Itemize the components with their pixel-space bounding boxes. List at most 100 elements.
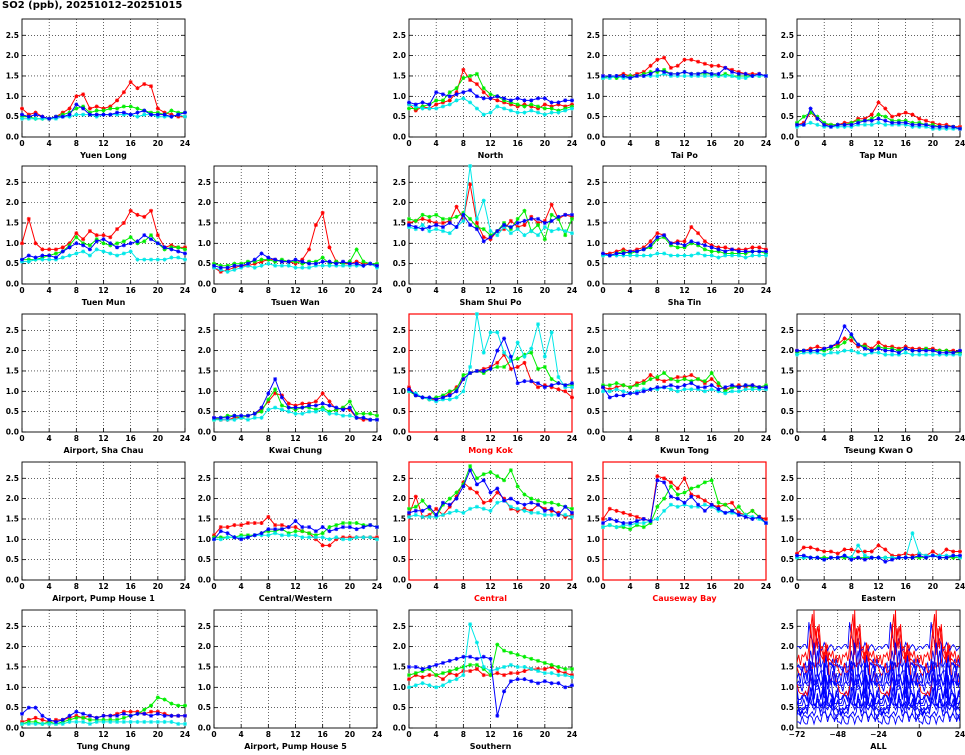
data-point <box>958 352 962 357</box>
x-tick-label: 12 <box>290 730 300 739</box>
x-tick-label: 24 <box>567 434 577 443</box>
data-point <box>764 253 768 258</box>
data-point <box>47 717 52 722</box>
data-point <box>488 233 493 238</box>
data-point <box>481 198 486 203</box>
data-point <box>502 496 507 501</box>
data-point <box>910 122 915 127</box>
data-point <box>876 543 881 548</box>
x-tick-label: 20 <box>540 730 550 739</box>
x-tick-label: 4 <box>239 730 244 739</box>
x-tick-label: 12 <box>98 582 108 591</box>
data-point <box>944 352 949 357</box>
data-point <box>300 535 305 540</box>
data-point <box>53 116 58 121</box>
data-point <box>468 223 473 227</box>
y-tick-label: 2.5 <box>6 178 19 187</box>
data-point <box>542 364 547 369</box>
data-point <box>682 57 687 62</box>
data-point <box>474 368 479 373</box>
data-point <box>750 71 755 76</box>
data-point <box>454 86 459 91</box>
data-point <box>536 104 541 109</box>
data-point <box>522 98 527 103</box>
data-point <box>764 73 768 78</box>
data-point <box>334 405 339 410</box>
data-point <box>951 126 956 131</box>
x-tick-label: 4 <box>628 434 633 443</box>
x-tick-label: 12 <box>98 286 108 295</box>
data-point <box>716 73 721 78</box>
data-point <box>502 364 507 369</box>
y-tick-label: 1.0 <box>6 683 19 692</box>
data-point <box>495 500 500 505</box>
data-point <box>115 98 120 103</box>
data-point <box>634 249 639 254</box>
x-tick-label: 0 <box>211 434 216 443</box>
x-tick-label: 24 <box>372 434 382 443</box>
data-point <box>930 122 935 127</box>
data-point <box>556 512 561 517</box>
data-point <box>702 379 707 384</box>
data-point <box>33 715 38 720</box>
data-point <box>951 549 956 554</box>
data-point <box>702 239 707 244</box>
station-trace <box>797 642 960 688</box>
data-point <box>20 241 24 246</box>
data-point <box>937 348 942 353</box>
data-point <box>183 247 187 252</box>
data-point <box>252 259 257 264</box>
x-tick-label: 8 <box>655 434 660 443</box>
data-point <box>259 407 264 412</box>
x-tick-label: 4 <box>434 434 439 443</box>
data-point <box>883 547 888 552</box>
data-point <box>842 336 847 341</box>
data-point <box>549 106 554 111</box>
x-tick-label: 12 <box>485 582 495 591</box>
data-point <box>135 241 140 246</box>
data-point <box>662 55 667 60</box>
data-point <box>529 510 534 515</box>
data-point <box>542 225 547 230</box>
y-tick-label: 2.5 <box>781 326 794 335</box>
data-point <box>427 664 432 669</box>
data-point <box>81 241 86 246</box>
data-point <box>621 393 626 398</box>
data-point <box>488 673 493 678</box>
data-point <box>307 261 312 266</box>
data-point <box>407 220 411 225</box>
y-tick-label: 1.5 <box>198 662 211 671</box>
data-point <box>709 245 714 250</box>
data-point <box>375 265 379 270</box>
data-point <box>341 413 346 418</box>
data-point <box>757 516 762 521</box>
data-point <box>440 393 445 398</box>
data-point <box>313 407 318 412</box>
x-tick-label: 4 <box>628 286 633 295</box>
data-point <box>621 249 626 254</box>
data-point <box>169 243 174 248</box>
data-point <box>313 259 318 264</box>
data-point <box>121 251 126 256</box>
data-point <box>549 500 554 505</box>
data-point <box>542 667 547 671</box>
data-point <box>621 76 626 80</box>
data-point <box>266 529 271 534</box>
data-point <box>736 510 741 515</box>
data-point <box>822 557 827 562</box>
x-tick-label: 8 <box>74 139 79 148</box>
data-point <box>334 537 339 542</box>
data-point <box>924 122 929 127</box>
data-point <box>675 496 680 501</box>
x-tick-label: 12 <box>873 434 883 443</box>
data-point <box>856 549 861 554</box>
data-point <box>549 664 554 669</box>
data-point <box>47 721 52 726</box>
x-tick-label: 0 <box>794 582 799 591</box>
station-trace <box>797 624 960 676</box>
y-tick-label: 2.0 <box>198 494 211 503</box>
x-tick-label: 16 <box>512 730 522 739</box>
